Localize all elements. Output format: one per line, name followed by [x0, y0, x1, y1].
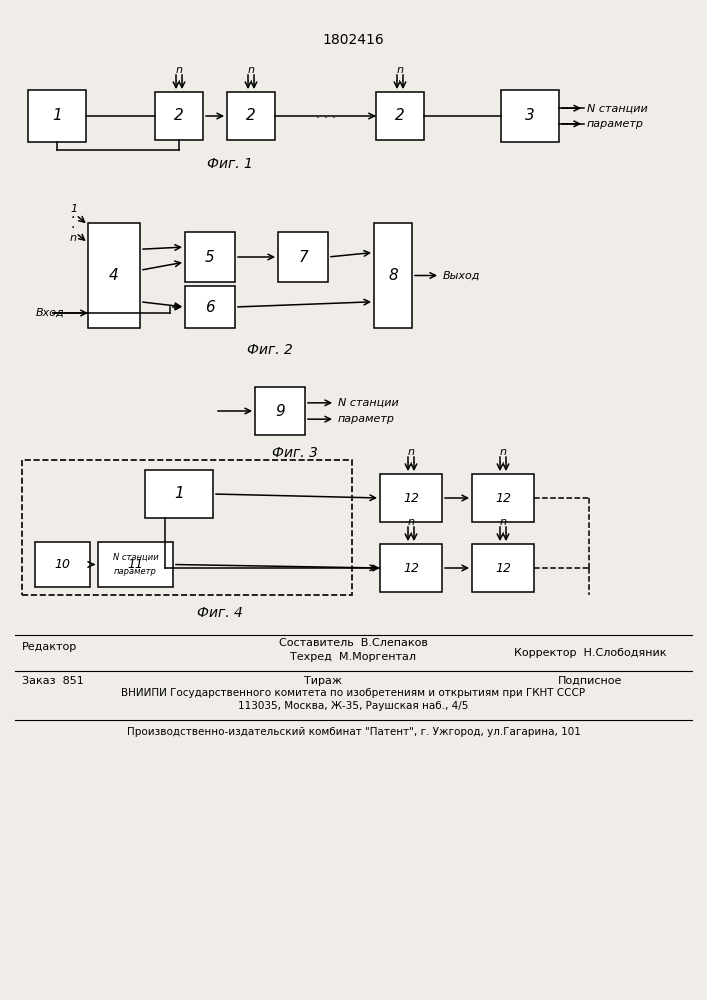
- Text: Фиг. 1: Фиг. 1: [207, 157, 253, 171]
- Text: Редактор: Редактор: [22, 642, 77, 652]
- Text: n: n: [407, 517, 414, 527]
- Bar: [278, 232, 328, 282]
- Text: Производственно-издательский комбинат "Патент", г. Ужгород, ул.Гагарина, 101: Производственно-издательский комбинат "П…: [127, 727, 580, 737]
- Text: ·: ·: [70, 221, 74, 235]
- Text: N станции: N станции: [587, 103, 648, 113]
- Bar: [472, 544, 534, 592]
- Bar: [380, 544, 442, 592]
- Text: 7: 7: [298, 249, 308, 264]
- Text: ВНИИПИ Государственного комитета по изобретениям и открытиям при ГКНТ СССР: ВНИИПИ Государственного комитета по изоб…: [122, 688, 585, 698]
- Text: 1802416: 1802416: [322, 33, 385, 47]
- Text: ...: ...: [407, 525, 416, 535]
- Text: Корректор  Н.Слободяник: Корректор Н.Слободяник: [514, 648, 666, 658]
- Text: . . .: . . .: [315, 107, 336, 120]
- Text: Фиг. 2: Фиг. 2: [247, 343, 293, 357]
- Bar: [501, 90, 559, 142]
- Bar: [380, 474, 442, 522]
- Text: Техред  М.Моргентал: Техред М.Моргентал: [291, 652, 416, 662]
- Text: N станции: N станции: [112, 553, 158, 562]
- Text: 2: 2: [395, 108, 405, 123]
- Text: 3: 3: [525, 108, 535, 123]
- Text: Составитель  В.Слепаков: Составитель В.Слепаков: [279, 638, 428, 648]
- Text: n: n: [397, 65, 404, 75]
- Text: 113035, Москва, Ж-35, Раушская наб., 4/5: 113035, Москва, Ж-35, Раушская наб., 4/5: [238, 701, 469, 711]
- Text: Тираж: Тираж: [305, 676, 342, 686]
- Text: n: n: [175, 65, 182, 75]
- Text: ...: ...: [247, 73, 255, 83]
- Bar: [185, 286, 235, 328]
- Text: Подписное: Подписное: [558, 676, 622, 686]
- Bar: [28, 90, 86, 142]
- Text: 10: 10: [54, 558, 71, 571]
- Text: 5: 5: [205, 249, 215, 264]
- Bar: [22, 460, 352, 595]
- Text: 4: 4: [109, 268, 119, 283]
- Text: Выход: Выход: [443, 270, 481, 280]
- Text: ...: ...: [395, 73, 404, 83]
- Text: 1: 1: [52, 108, 62, 123]
- Text: 9: 9: [275, 403, 285, 418]
- Text: 12: 12: [495, 562, 511, 574]
- Bar: [227, 92, 275, 140]
- Text: 1: 1: [174, 487, 184, 502]
- Bar: [35, 542, 90, 587]
- Bar: [472, 474, 534, 522]
- Bar: [376, 92, 424, 140]
- Bar: [374, 223, 412, 328]
- Text: ...: ...: [407, 455, 416, 465]
- Text: 8: 8: [388, 268, 398, 283]
- Text: параметр: параметр: [587, 119, 644, 129]
- Text: 2: 2: [174, 108, 184, 123]
- Text: n: n: [247, 65, 255, 75]
- Bar: [155, 92, 203, 140]
- Text: ...: ...: [498, 525, 508, 535]
- Text: N станции: N станции: [338, 398, 399, 408]
- Text: 11: 11: [127, 558, 144, 571]
- Text: n: n: [500, 447, 506, 457]
- Text: Фиг. 4: Фиг. 4: [197, 606, 243, 620]
- Text: ...: ...: [498, 455, 508, 465]
- Text: 2: 2: [246, 108, 256, 123]
- Text: Заказ  851: Заказ 851: [22, 676, 83, 686]
- Text: 1: 1: [70, 204, 77, 214]
- Text: 12: 12: [403, 491, 419, 504]
- Bar: [88, 223, 140, 328]
- Text: n: n: [70, 233, 77, 243]
- Text: n: n: [407, 447, 414, 457]
- Bar: [185, 232, 235, 282]
- Text: 12: 12: [495, 491, 511, 504]
- Text: параметр: параметр: [338, 414, 395, 424]
- Text: n: n: [500, 517, 506, 527]
- Text: ·: ·: [70, 211, 74, 225]
- Text: ...: ...: [175, 73, 184, 83]
- Bar: [145, 470, 213, 518]
- Bar: [98, 542, 173, 587]
- Text: параметр: параметр: [114, 567, 157, 576]
- Text: 6: 6: [205, 300, 215, 314]
- Text: 12: 12: [403, 562, 419, 574]
- Text: Вход: Вход: [36, 308, 65, 318]
- Bar: [255, 387, 305, 435]
- Text: Фиг. 3: Фиг. 3: [272, 446, 318, 460]
